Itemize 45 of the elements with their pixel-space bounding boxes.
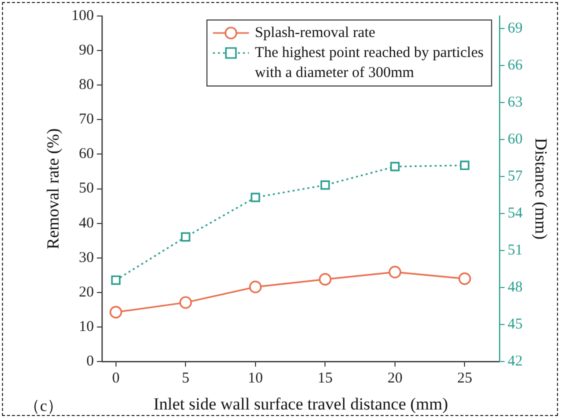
y-tick-label: 40 xyxy=(78,215,94,232)
y-tick-label: 50 xyxy=(78,180,94,197)
x-tick-label: 25 xyxy=(457,370,472,387)
point xyxy=(460,160,470,170)
y2-tick-label: 66 xyxy=(508,57,524,74)
x-tick-label: 0 xyxy=(112,370,120,387)
y-tick-label: 0 xyxy=(86,354,94,370)
y-tick-label: 90 xyxy=(78,42,94,58)
y-tick-label: 10 xyxy=(78,318,94,335)
point xyxy=(111,275,121,285)
y2-tick-label: 54 xyxy=(508,205,524,222)
y2-tick-label: 60 xyxy=(508,131,523,148)
y2-tick-label: 63 xyxy=(508,94,523,110)
point xyxy=(110,306,122,318)
point xyxy=(458,272,472,285)
point xyxy=(388,266,402,278)
y-tick-label: 70 xyxy=(78,112,94,128)
point xyxy=(179,296,192,309)
text: （c） xyxy=(24,398,64,415)
point xyxy=(320,180,330,190)
y-tick-label: 80 xyxy=(78,77,94,94)
x-axis-title: Inlet side wall surface travel distance (mm) xyxy=(153,394,448,414)
y2-tick-label: 42 xyxy=(508,354,523,370)
y2-tick-label: 51 xyxy=(508,242,523,258)
point xyxy=(180,232,190,242)
y2-tick-label: 69 xyxy=(508,20,523,36)
y-tick-label: 30 xyxy=(78,250,94,266)
point xyxy=(250,192,260,202)
point xyxy=(249,280,262,294)
y2-tick-label: 45 xyxy=(508,316,523,333)
x-tick-label: 15 xyxy=(318,370,333,387)
y-tick-label: 100 xyxy=(71,8,94,24)
x-tick-label: 20 xyxy=(387,370,402,387)
x-tick-label: 10 xyxy=(248,370,263,387)
legend-label: The highest point reached by particles with a diameter of 300mm xyxy=(254,44,484,81)
point xyxy=(318,273,332,286)
y2-axis-title: Distance (mm) xyxy=(531,138,550,240)
point xyxy=(390,162,400,172)
y2-tick-label: 57 xyxy=(508,168,524,184)
y-axis-title: Removal rate (%) xyxy=(44,128,63,250)
y2-tick-label: 48 xyxy=(508,279,523,296)
y-tick-label: 60 xyxy=(78,146,94,162)
x-tick-label: 5 xyxy=(182,370,190,387)
y-tick-label: 20 xyxy=(78,284,94,300)
legend-label: Splash-removal rate xyxy=(254,24,376,41)
